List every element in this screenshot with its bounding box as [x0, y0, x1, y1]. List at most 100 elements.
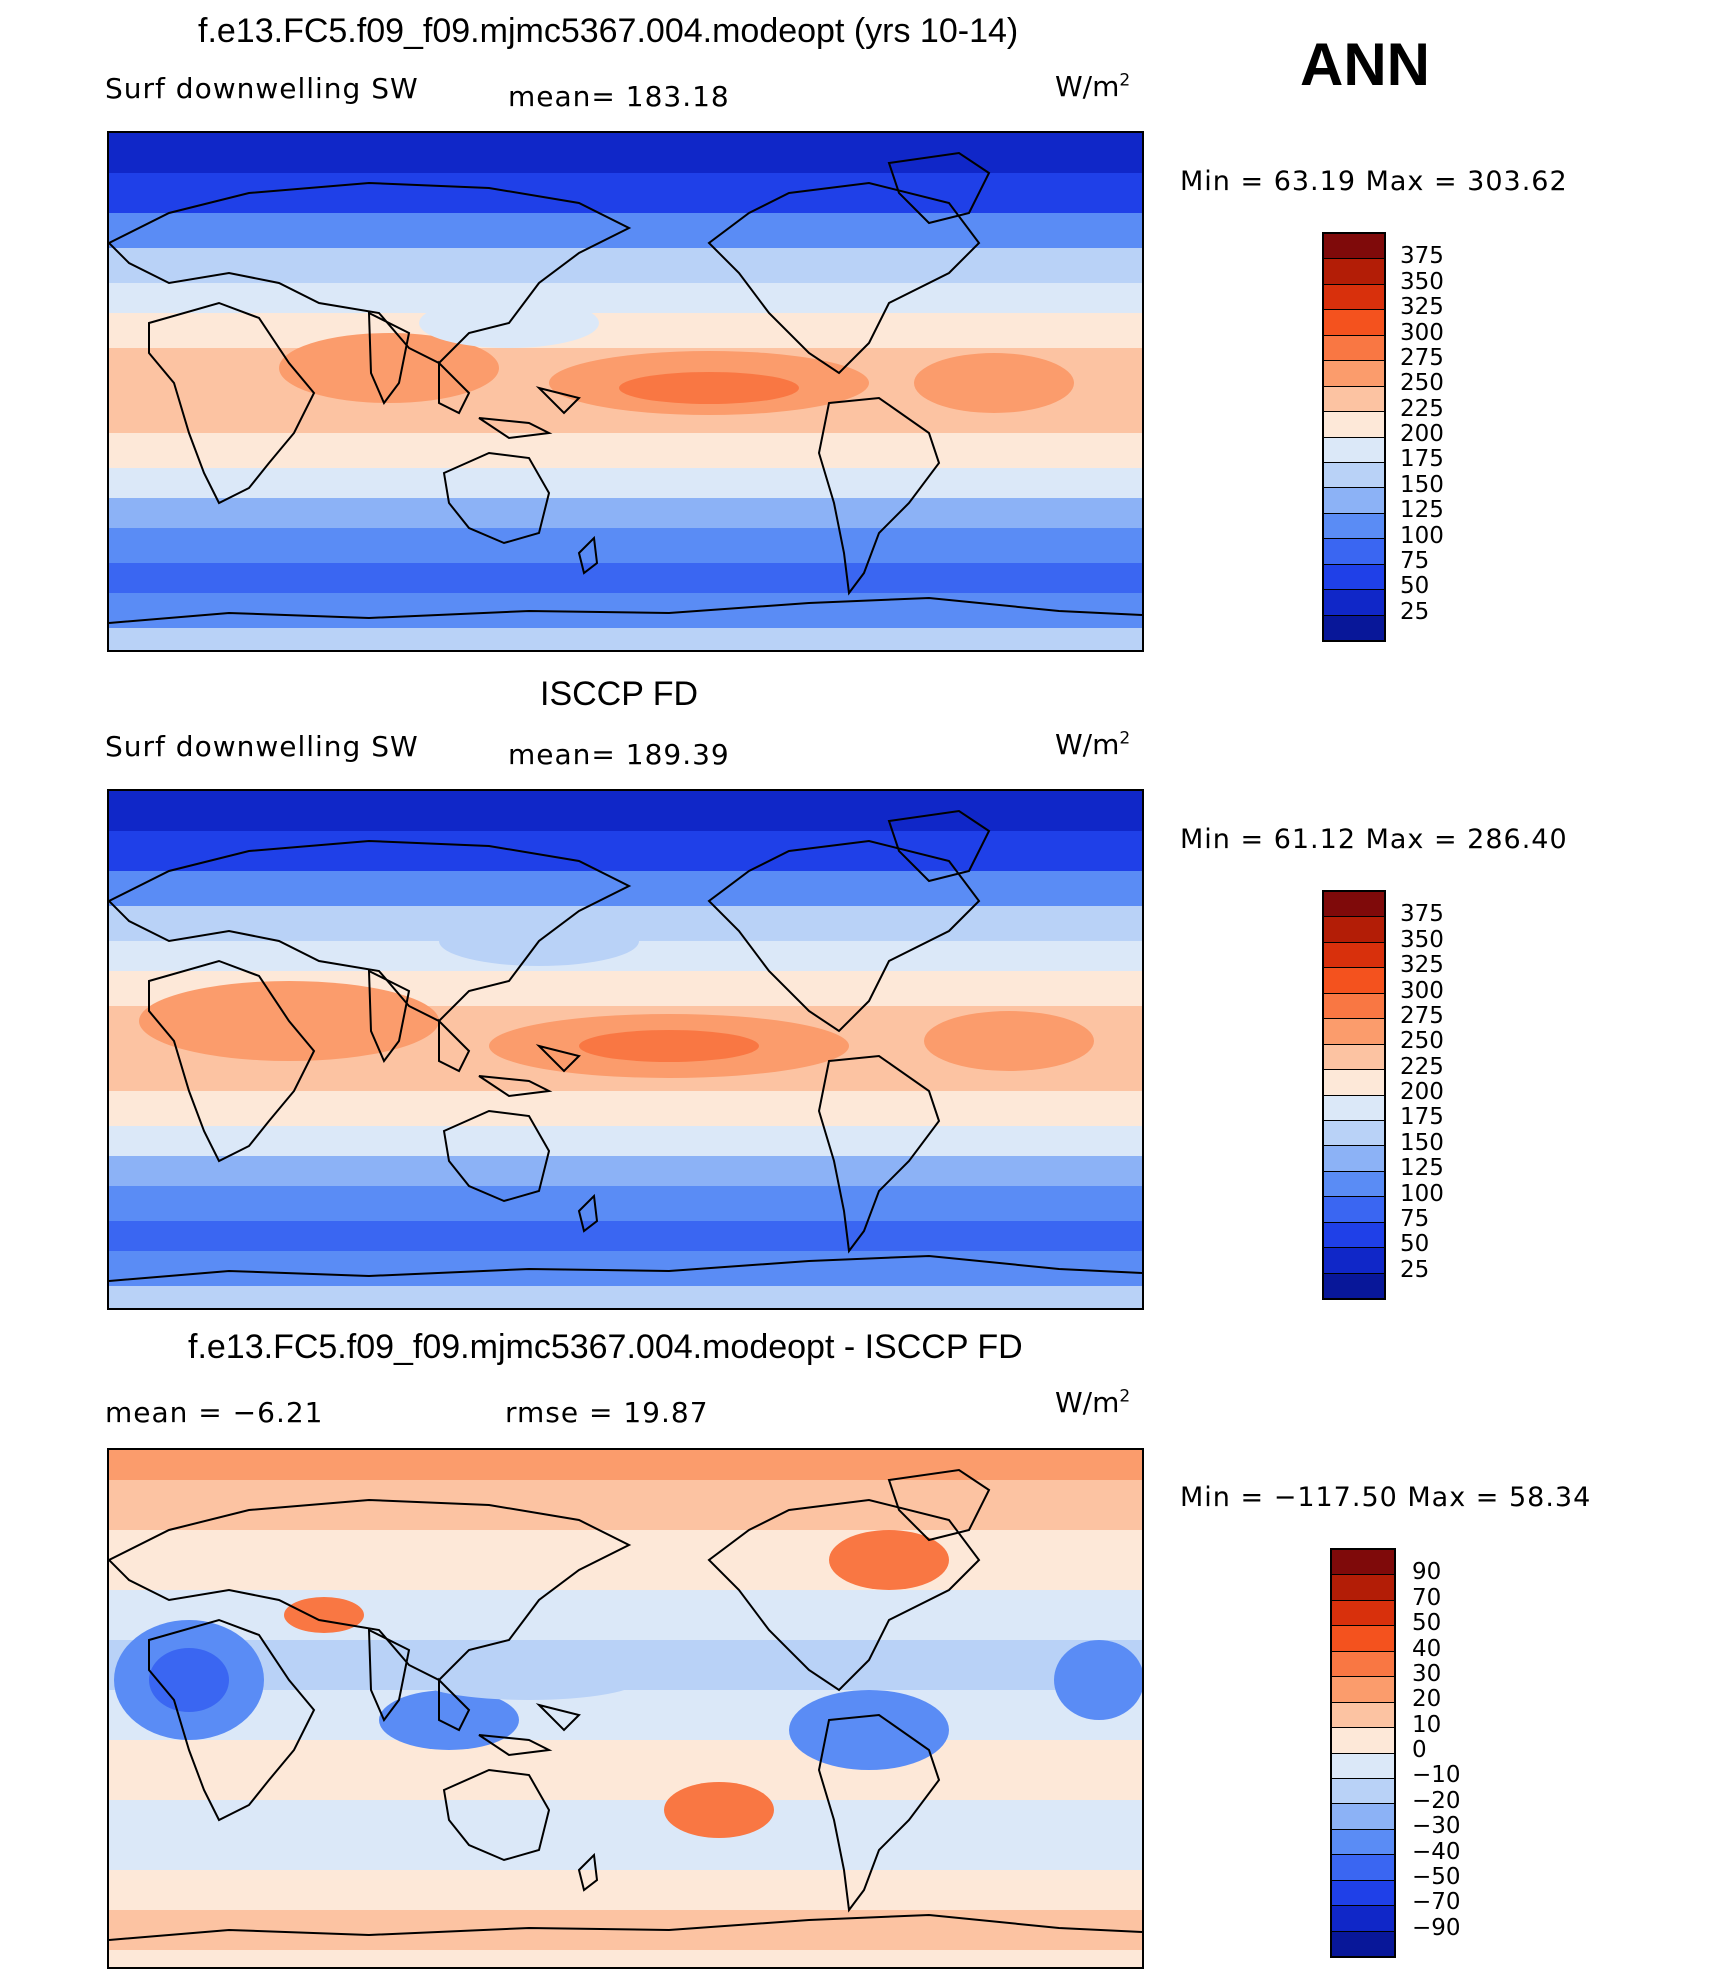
- colorbar-swatch: [1324, 1094, 1384, 1120]
- coastline-path: [148, 1618, 316, 1822]
- field-blob: [579, 1030, 759, 1062]
- field-band: [109, 1950, 1142, 1967]
- coastline-path: [442, 1768, 551, 1862]
- colorbar-swatch: [1324, 1221, 1384, 1248]
- colorbar-tick-label: 70: [1412, 1584, 1442, 1611]
- panel3-colorbar-ticks: 90 70 50 40 30 20 10 0 −10 −20 −30 −40 −50 −70 −90: [1412, 1548, 1492, 1954]
- colorbar-swatch: [1324, 563, 1384, 590]
- colorbar-tick-label: 275: [1400, 1002, 1444, 1029]
- colorbar-swatch: [1324, 1145, 1384, 1171]
- coastline-path: [535, 1044, 581, 1073]
- field-band: [109, 831, 1142, 871]
- colorbar-tick-label: −50: [1412, 1863, 1461, 1890]
- colorbar-tick-label: 75: [1400, 547, 1430, 574]
- colorbar-tick-label: 125: [1400, 497, 1444, 524]
- colorbar-swatch: [1332, 1854, 1394, 1880]
- coastlines: [109, 151, 1142, 624]
- panel1-left-label: Surf downwelling SW: [105, 72, 419, 105]
- colorbar-tick-label: 20: [1412, 1686, 1442, 1713]
- coastlines: [109, 809, 1142, 1282]
- coastline-path: [887, 1468, 991, 1542]
- colorbar-swatch: [1324, 538, 1384, 564]
- field-blob: [914, 353, 1074, 413]
- coastline-path: [438, 360, 471, 415]
- field-band: [109, 1590, 1142, 1640]
- colorbar-tick-label: −10: [1412, 1762, 1461, 1789]
- colorbar-tick-label: −70: [1412, 1889, 1461, 1916]
- colorbar-tick-label: 325: [1400, 294, 1444, 321]
- field-band: [109, 1251, 1142, 1286]
- field-band: [109, 1286, 1142, 1308]
- coastline-path: [442, 1109, 551, 1203]
- panel3-colorbar: [1330, 1548, 1396, 1958]
- field-band: [109, 498, 1142, 528]
- colorbar-tick-label: 40: [1412, 1635, 1442, 1662]
- field-band: [109, 283, 1142, 313]
- panel2-left-label: Surf downwelling SW: [105, 730, 419, 763]
- colorbar-swatch: [1324, 1272, 1384, 1298]
- season-label: ANN: [1300, 31, 1430, 98]
- colorbar-swatch: [1324, 1069, 1384, 1095]
- panel2-field: [109, 791, 1142, 1308]
- colorbar-swatch: [1324, 614, 1384, 640]
- colorbar-tick-label: 50: [1400, 1231, 1430, 1258]
- field-band: [109, 1530, 1142, 1590]
- colorbar-swatch: [1324, 512, 1384, 539]
- coastline-path: [148, 959, 316, 1163]
- panel3-minmax: Min = −117.50 Max = 58.34: [1180, 1482, 1592, 1513]
- panel3-mean-label: mean = −6.21: [105, 1396, 324, 1429]
- coastline-path: [817, 396, 941, 596]
- coastline-path: [577, 535, 599, 575]
- colorbar-tick-label: 75: [1400, 1205, 1430, 1232]
- colorbar-swatch: [1324, 1196, 1384, 1222]
- coastline-path: [109, 1913, 1142, 1941]
- colorbar-swatch: [1332, 1701, 1394, 1728]
- colorbar-swatch: [1332, 1777, 1394, 1804]
- colorbar-swatch: [1324, 992, 1384, 1019]
- colorbar-swatch: [1324, 360, 1384, 386]
- colorbar-tick-label: 50: [1400, 573, 1430, 600]
- field-blob: [924, 1011, 1094, 1071]
- colorbar-swatch: [1324, 1043, 1384, 1070]
- colorbar-tick-label: 350: [1400, 268, 1444, 295]
- colorbar-tick-label: 175: [1400, 446, 1444, 473]
- panel3-field: [109, 1450, 1142, 1967]
- colorbar-swatch: [1324, 234, 1384, 259]
- colorbar-swatch: [1324, 411, 1384, 437]
- panel3-title: f.e13.FC5.f09_f09.mjmc5367.004.modeopt -…: [188, 1328, 1023, 1366]
- colorbar-tick-label: 325: [1400, 952, 1444, 979]
- colorbar-swatch: [1324, 941, 1384, 968]
- panel2-minmax: Min = 61.12 Max = 286.40: [1180, 824, 1568, 855]
- coastline-path: [887, 151, 991, 225]
- panel1-colorbar: [1322, 232, 1386, 642]
- colorbar-swatch: [1324, 1170, 1384, 1197]
- field-band: [109, 1126, 1142, 1156]
- coastline-path: [478, 1075, 553, 1098]
- colorbar-tick-label: 200: [1400, 1079, 1444, 1105]
- panel3-units: W/m2: [1055, 1386, 1131, 1419]
- colorbar-swatch: [1324, 385, 1384, 412]
- colorbar-tick-label: 150: [1400, 471, 1444, 498]
- colorbar-tick-label: 300: [1400, 977, 1444, 1004]
- colorbar-swatch: [1332, 1803, 1394, 1829]
- colorbar-tick-label: 175: [1400, 1104, 1444, 1131]
- panel1-mean-label: mean= 183.18: [508, 80, 730, 113]
- colorbar-swatch: [1324, 589, 1384, 615]
- field-band: [109, 1450, 1142, 1480]
- panel2-colorbar-ticks: 375 350 325 300 275 250 225 200 175 150 125 100 75 50…: [1400, 890, 1480, 1296]
- coastline-path: [438, 1018, 471, 1073]
- field-blob: [789, 1690, 949, 1770]
- colorbar-tick-label: 250: [1400, 1028, 1444, 1055]
- colorbar-swatch: [1324, 461, 1384, 488]
- coastline-path: [109, 1498, 632, 1682]
- colorbar-tick-label: 25: [1400, 598, 1430, 625]
- colorbar-tick-label: −30: [1412, 1813, 1461, 1840]
- colorbar-tick-label: −90: [1412, 1914, 1461, 1941]
- field-blob: [149, 1648, 229, 1712]
- colorbar-swatch: [1332, 1879, 1394, 1906]
- field-band: [109, 1740, 1142, 1800]
- field-band: [109, 1221, 1142, 1251]
- panel3-map: [107, 1448, 1144, 1969]
- colorbar-swatch: [1324, 1018, 1384, 1044]
- coastline-path: [109, 1254, 1142, 1282]
